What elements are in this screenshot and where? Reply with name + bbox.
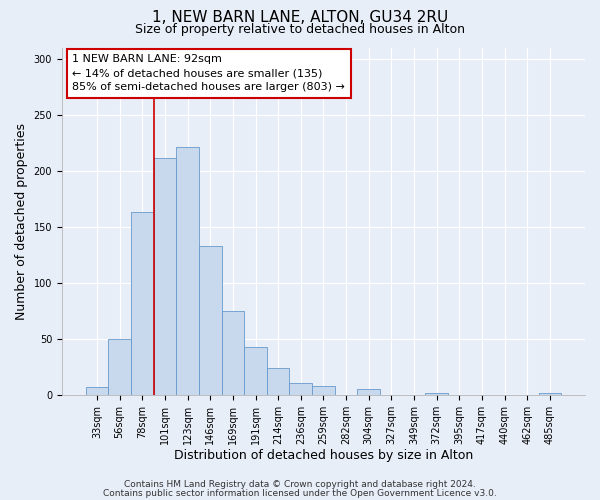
Bar — [312, 386, 335, 395]
Bar — [358, 389, 380, 395]
Y-axis label: Number of detached properties: Number of detached properties — [15, 122, 28, 320]
Bar — [289, 382, 312, 395]
Bar — [109, 339, 131, 395]
Text: 1, NEW BARN LANE, ALTON, GU34 2RU: 1, NEW BARN LANE, ALTON, GU34 2RU — [152, 10, 448, 25]
Bar — [244, 346, 267, 395]
Bar — [539, 392, 561, 395]
Text: Contains HM Land Registry data © Crown copyright and database right 2024.: Contains HM Land Registry data © Crown c… — [124, 480, 476, 489]
Bar — [131, 212, 154, 395]
Bar — [221, 311, 244, 395]
Text: 1 NEW BARN LANE: 92sqm
← 14% of detached houses are smaller (135)
85% of semi-de: 1 NEW BARN LANE: 92sqm ← 14% of detached… — [73, 54, 345, 92]
Bar — [154, 158, 176, 395]
Bar — [199, 246, 221, 395]
X-axis label: Distribution of detached houses by size in Alton: Distribution of detached houses by size … — [174, 450, 473, 462]
Bar — [86, 387, 109, 395]
Text: Contains public sector information licensed under the Open Government Licence v3: Contains public sector information licen… — [103, 488, 497, 498]
Bar — [425, 392, 448, 395]
Text: Size of property relative to detached houses in Alton: Size of property relative to detached ho… — [135, 22, 465, 36]
Bar — [267, 368, 289, 395]
Bar — [176, 147, 199, 395]
